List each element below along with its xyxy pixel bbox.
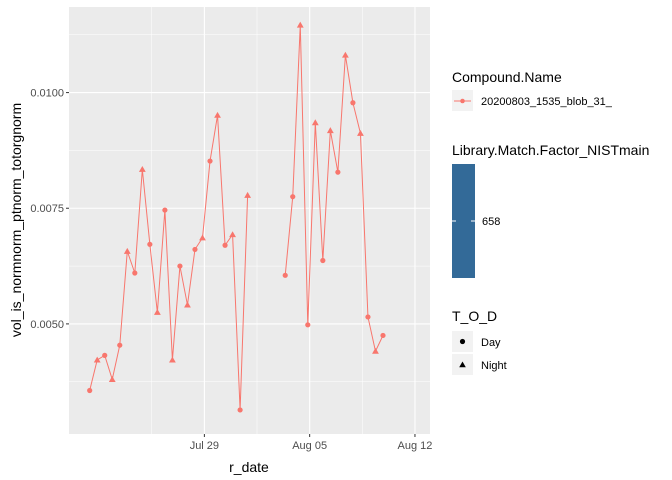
data-point-night xyxy=(138,165,146,172)
data-point-day xyxy=(237,407,243,413)
data-point-night xyxy=(311,119,319,126)
data-point-night xyxy=(244,191,252,198)
data-point-day xyxy=(320,257,326,264)
data-point-night xyxy=(357,129,364,136)
data-point-night xyxy=(326,127,334,134)
data-point-night xyxy=(184,301,191,308)
legend-compound-label: 20200803_1535_blob_31_ xyxy=(481,96,613,108)
data-point-night xyxy=(199,234,206,241)
data-point-day xyxy=(177,263,183,269)
data-point-day xyxy=(117,342,123,348)
data-point-night xyxy=(341,51,349,58)
x-axis-title: r_date xyxy=(229,459,269,475)
data-point-night xyxy=(153,308,161,315)
data-point-day xyxy=(350,100,356,106)
legend-compound-marker xyxy=(460,98,465,104)
x-axis-ticks: Jul 29 Aug 05 Aug 12 xyxy=(190,434,433,452)
legend-library-value: 658 xyxy=(482,216,500,228)
legend-tod-night-label: Night xyxy=(481,360,507,372)
legend-library-title: Library.Match.Factor_NISTmain xyxy=(452,142,649,158)
data-point-day xyxy=(365,314,371,320)
x-tick-label: Jul 29 xyxy=(190,440,219,452)
legend-library-colorbar xyxy=(452,164,475,278)
data-point-day xyxy=(207,158,213,164)
y-axis-ticks: 0.0050 0.0075 0.0100 xyxy=(30,88,69,331)
legend-tod-day-label: Day xyxy=(481,337,501,349)
series-line xyxy=(284,25,384,353)
data-point-day xyxy=(335,169,341,175)
data-point-day xyxy=(132,270,138,276)
x-tick-label: Aug 05 xyxy=(292,440,327,452)
data-point-day xyxy=(222,242,228,248)
y-axis-title: vol_is_normnorm_ptnorm_totorgnorm xyxy=(8,103,24,337)
data-point-day xyxy=(290,194,296,200)
grid-layer xyxy=(69,7,430,434)
legend-tod: T_O_D Day Night xyxy=(452,308,507,375)
data-point-night xyxy=(169,356,176,363)
y-tick-label: 0.0100 xyxy=(30,88,64,100)
y-tick-label: 0.0075 xyxy=(30,203,64,215)
series-points xyxy=(87,21,386,413)
data-point-night xyxy=(93,356,101,363)
series-line xyxy=(89,115,249,410)
data-point-day xyxy=(380,332,386,339)
x-tick-label: Aug 12 xyxy=(398,440,433,452)
legend-compound-title: Compound.Name xyxy=(452,69,562,85)
y-tick-label: 0.0050 xyxy=(30,319,64,331)
data-point-night xyxy=(214,111,221,118)
data-point-night xyxy=(108,376,116,382)
data-point-day xyxy=(87,387,93,394)
data-point-day xyxy=(102,352,108,358)
data-point-day xyxy=(305,322,311,328)
data-point-night xyxy=(123,247,131,254)
legend-tod-title: T_O_D xyxy=(452,308,497,324)
legend-library: Library.Match.Factor_NISTmain 658 xyxy=(452,142,649,278)
series-lines xyxy=(89,25,384,410)
data-point-day xyxy=(162,207,168,213)
legend-compound: Compound.Name 20200803_1535_blob_31_ xyxy=(452,69,613,111)
legend-tod-night-marker xyxy=(459,361,466,368)
data-point-night xyxy=(296,21,304,28)
data-point-day xyxy=(192,246,198,253)
legend-tod-day-marker xyxy=(459,338,466,345)
data-point-night xyxy=(229,231,236,238)
panel-background xyxy=(69,7,430,434)
data-point-day xyxy=(282,272,288,278)
data-point-day xyxy=(147,241,153,247)
data-point-night xyxy=(372,347,379,354)
